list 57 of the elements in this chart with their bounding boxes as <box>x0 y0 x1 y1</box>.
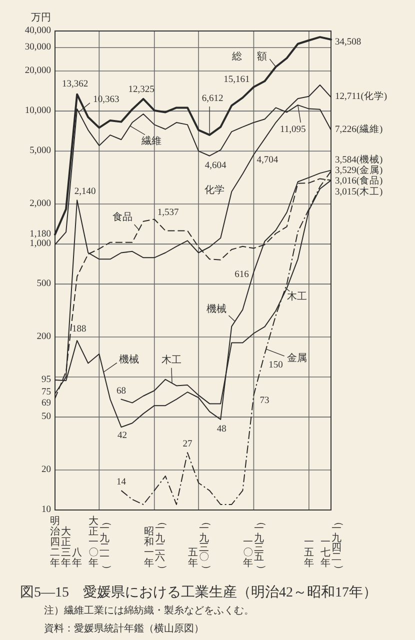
y-tick-label: 10 <box>42 505 52 515</box>
data-label: 150 <box>268 360 283 371</box>
series-label: 金属 <box>286 353 307 364</box>
data-label: 27 <box>182 440 192 450</box>
y-tick-label: 1,000 <box>30 239 52 250</box>
data-label: 73 <box>260 396 270 406</box>
data-label: 13,362 <box>62 79 88 90</box>
y-tick-label: 500 <box>36 279 52 290</box>
data-label: 48 <box>216 424 226 434</box>
x-tick-label: 明治四二年 <box>50 515 60 568</box>
data-label: 15,161 <box>224 75 250 86</box>
data-label: 6,612 <box>202 94 224 104</box>
data-label: 68 <box>116 386 126 396</box>
data-label: 34,508 <box>335 38 362 48</box>
x-tick-label: 八年 <box>72 546 82 568</box>
y-tick-label: 10,000 <box>24 106 52 116</box>
series-label: 木工 <box>161 354 182 366</box>
series-label: 木工 <box>286 292 307 303</box>
y-tick-label: 200 <box>36 332 52 342</box>
data-label: 12,711(化学) <box>335 92 388 102</box>
data-label: 95 <box>42 374 51 385</box>
data-label: 12,325 <box>128 85 154 95</box>
y-tick-label: 50 <box>42 412 52 422</box>
x-tick-label: 一五年 <box>304 536 314 568</box>
data-label: 4,604 <box>204 160 226 171</box>
data-label: 7,226(繊維) <box>335 124 383 135</box>
series-label: 化学 <box>204 185 225 196</box>
text: 注）繊維工業には綿紡織・製糸などをふくむ。 <box>44 604 254 616</box>
series-label: 機械 <box>119 354 140 366</box>
y-tick-label: 5,000 <box>30 146 52 156</box>
series-label: 総額 <box>232 51 282 62</box>
data-label: 75 <box>42 388 51 398</box>
y-axis-title: 万円 <box>31 12 51 24</box>
data-label: 1,180 <box>30 229 51 240</box>
data-label: 42 <box>118 431 127 442</box>
data-label: 11,095 <box>280 125 306 136</box>
data-label: 616 <box>234 270 249 280</box>
y-tick-label: 40,000 <box>24 26 52 36</box>
data-label: 3,015(木工) <box>335 187 383 198</box>
data-label: 1,537 <box>157 208 179 218</box>
data-label: 3,016(食品) <box>335 176 383 186</box>
text: 資料：愛媛県統計年鑑（横山原図） <box>44 622 204 634</box>
data-label: 3,529(金属) <box>335 166 383 176</box>
data-label: 2,140 <box>74 187 96 198</box>
data-label: 4,704 <box>256 156 278 166</box>
data-label: 69 <box>42 398 51 408</box>
text: 図5—15 愛媛県における工業生産（明治42～昭和17年） <box>20 584 377 600</box>
x-tick-label: 大正三年 <box>61 524 72 568</box>
series-label: 食品 <box>112 212 132 223</box>
y-tick-label: 30,000 <box>24 42 52 53</box>
data-label: 14 <box>116 478 126 488</box>
y-tick-label: 20,000 <box>24 66 52 76</box>
data-label: 188 <box>72 324 86 335</box>
series-label: 機械 <box>206 304 227 315</box>
y-tick-label: 20 <box>42 464 52 475</box>
data-label: 3,584(機械) <box>335 155 383 166</box>
y-tick-label: 2,000 <box>30 199 52 210</box>
